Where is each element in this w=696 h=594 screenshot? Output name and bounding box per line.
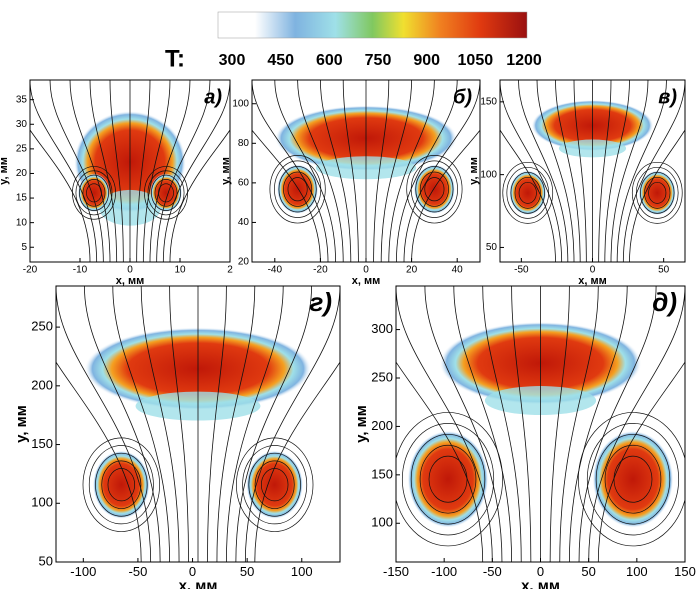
x-tick-label: 100	[291, 564, 313, 579]
y-tick-label: 50	[39, 553, 53, 568]
y-tick-label: 150	[371, 466, 393, 481]
y-tick-label: 150	[480, 96, 497, 107]
field	[367, 286, 696, 562]
y-tick-label: 250	[371, 369, 393, 384]
colorbar-tick-label: 900	[413, 52, 440, 69]
y-tick-label: 300	[371, 321, 393, 336]
x-axis-label: x, мм	[521, 578, 560, 589]
panel-label: в)	[658, 86, 677, 108]
x-tick-label: 50	[240, 564, 254, 579]
y-tick-label: 5	[21, 242, 27, 253]
x-tick-label: -50	[483, 564, 502, 579]
y-tick-label: 40	[238, 217, 250, 228]
x-axis-label: x, мм	[116, 275, 145, 287]
y-tick-label: 100	[371, 515, 393, 530]
y-axis-label: y, мм	[13, 405, 30, 443]
x-tick-label: -20	[313, 265, 328, 276]
colorbar-tick-label: 600	[316, 52, 343, 69]
colorbar-tick-label: 1050	[458, 52, 494, 69]
y-tick-label: 80	[238, 138, 250, 149]
x-tick-label: -50	[514, 265, 529, 276]
y-axis-label: y, мм	[220, 157, 232, 185]
x-tick-label: 0	[537, 564, 544, 579]
y-tick-label: 50	[486, 242, 498, 253]
y-axis-label: y, мм	[468, 157, 480, 185]
y-tick-label: 35	[16, 94, 28, 105]
y-tick-label: 200	[371, 418, 393, 433]
x-axis-label: x, мм	[179, 578, 218, 589]
y-tick-label: 250	[31, 319, 53, 334]
colorbar-title: T:	[165, 45, 185, 72]
y-tick-label: 15	[16, 193, 28, 204]
colorbar-tick-label: 750	[365, 52, 392, 69]
y-tick-label: 30	[16, 119, 28, 130]
colorbar-tick-label: 300	[219, 52, 246, 69]
x-tick-label: 100	[626, 564, 648, 579]
x-axis-label: x, мм	[578, 275, 607, 287]
x-tick-label: -10	[73, 265, 88, 276]
colorbar	[218, 12, 527, 38]
x-tick-label: -150	[383, 564, 409, 579]
x-tick-label: 2	[227, 265, 233, 276]
panel-label: д)	[652, 287, 677, 317]
y-tick-label: 150	[31, 436, 53, 451]
x-tick-label: 150	[674, 564, 696, 579]
x-tick-label: -20	[23, 265, 38, 276]
y-tick-label: 100	[232, 98, 249, 109]
y-axis-label: y, мм	[353, 405, 370, 443]
y-tick-label: 100	[480, 169, 497, 180]
x-tick-label: 20	[406, 265, 418, 276]
x-axis-label: x, мм	[352, 275, 381, 287]
colorbar-tick-label: 450	[267, 52, 294, 69]
x-tick-label: 40	[452, 265, 464, 276]
x-tick-label: -40	[268, 265, 283, 276]
x-tick-label: 10	[174, 265, 186, 276]
x-tick-label: 0	[189, 564, 196, 579]
y-tick-label: 60	[238, 178, 250, 189]
y-axis-label: y, мм	[0, 157, 10, 185]
x-tick-label: -100	[70, 564, 96, 579]
colorbar-tick-label: 1200	[506, 52, 542, 69]
y-tick-label: 20	[16, 168, 28, 179]
panel-label: г)	[309, 287, 332, 317]
y-tick-label: 200	[31, 377, 53, 392]
panel-label: а)	[204, 86, 222, 108]
y-tick-label: 10	[16, 217, 28, 228]
y-tick-label: 100	[31, 495, 53, 510]
x-tick-label: -100	[431, 564, 457, 579]
x-tick-label: 50	[658, 265, 670, 276]
panel-label: б)	[453, 86, 472, 108]
x-tick-label: 50	[581, 564, 595, 579]
y-tick-label: 25	[16, 144, 28, 155]
field	[28, 286, 369, 562]
x-tick-label: -50	[129, 564, 148, 579]
y-tick-label: 20	[238, 257, 250, 268]
